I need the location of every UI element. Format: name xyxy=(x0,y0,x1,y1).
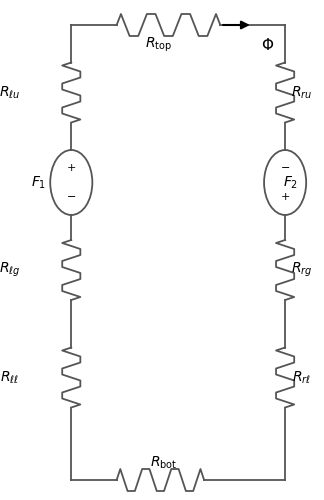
Text: +: + xyxy=(281,192,290,202)
Text: −: − xyxy=(281,163,290,173)
Text: $R_{\rm bot}$: $R_{\rm bot}$ xyxy=(150,454,177,470)
Text: $\Phi$: $\Phi$ xyxy=(261,37,274,53)
Text: $R_{rg}$: $R_{rg}$ xyxy=(291,261,312,279)
Text: $F_2$: $F_2$ xyxy=(283,174,298,190)
Text: $F_1$: $F_1$ xyxy=(31,174,47,190)
Text: $R_{\ell\ell}$: $R_{\ell\ell}$ xyxy=(0,370,19,386)
Text: $R_{\rm top}$: $R_{\rm top}$ xyxy=(145,36,172,54)
Text: $R_{\ell u}$: $R_{\ell u}$ xyxy=(0,84,20,100)
Text: −: − xyxy=(67,192,76,202)
Text: +: + xyxy=(67,163,76,173)
Text: $R_{\ell g}$: $R_{\ell g}$ xyxy=(0,261,20,279)
Text: $R_{r\ell}$: $R_{r\ell}$ xyxy=(292,370,311,386)
Text: $R_{ru}$: $R_{ru}$ xyxy=(291,84,312,100)
